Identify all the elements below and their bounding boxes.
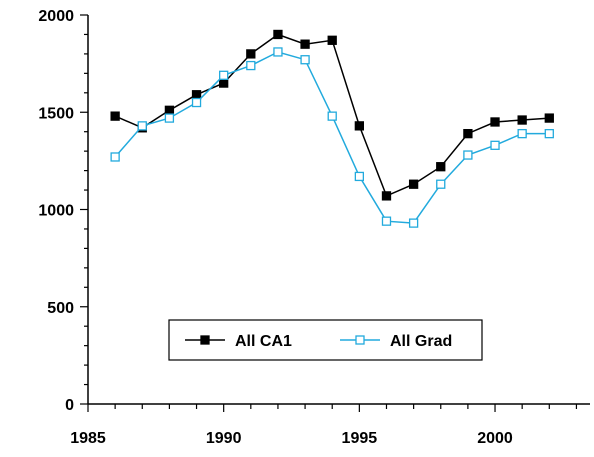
y-tick-label: 500 <box>47 300 74 317</box>
data-point <box>300 55 310 65</box>
x-tick-label: 1985 <box>70 430 106 447</box>
y-tick-label: 2000 <box>38 8 74 25</box>
data-point <box>191 90 202 100</box>
legend-entry: All Grad <box>340 333 452 350</box>
data-point <box>544 128 554 139</box>
data-point <box>408 179 419 189</box>
y-tick-label: 1500 <box>38 105 74 122</box>
data-point <box>544 113 554 123</box>
data-point <box>436 179 446 189</box>
data-point <box>354 171 365 182</box>
data-point <box>164 113 175 123</box>
data-point <box>273 29 283 40</box>
series-all-grad <box>110 47 554 228</box>
data-point <box>110 111 120 121</box>
data-point <box>164 105 175 115</box>
data-point <box>246 49 256 59</box>
data-point <box>436 162 446 172</box>
legend-label: All Grad <box>390 333 452 350</box>
y-tick-label: 0 <box>65 397 74 414</box>
data-point <box>463 128 473 139</box>
data-point <box>517 115 527 125</box>
data-point <box>219 78 229 88</box>
legend: All CA1 All Grad <box>168 319 483 361</box>
data-point <box>327 111 337 121</box>
x-tick-label: 1990 <box>206 430 242 447</box>
series-layer <box>110 29 554 228</box>
x-tick-label: 2000 <box>477 430 513 447</box>
data-point <box>110 152 120 162</box>
data-point <box>517 128 527 139</box>
axes: 0 500 1000 1500 2000 1985 1990 1995 2000 <box>38 8 590 447</box>
data-point <box>219 70 229 80</box>
data-point <box>246 60 256 71</box>
legend-label: All CA1 <box>235 333 292 350</box>
data-point <box>490 117 500 127</box>
x-tick-label: 1995 <box>342 430 378 447</box>
legend-swatch-marker <box>355 335 365 345</box>
data-point <box>191 97 202 108</box>
data-point <box>381 216 392 226</box>
data-point <box>408 218 419 228</box>
data-point <box>381 191 392 201</box>
data-point <box>300 39 310 49</box>
y-tick-label: 1000 <box>38 203 74 220</box>
data-point <box>327 35 337 45</box>
legend-entry: All CA1 <box>185 333 292 350</box>
data-point <box>490 140 500 150</box>
data-point <box>137 121 147 131</box>
data-point <box>463 150 473 160</box>
series-line <box>114 51 550 224</box>
data-point <box>354 121 365 131</box>
data-point <box>273 47 283 57</box>
legend-swatch-marker <box>200 335 210 345</box>
